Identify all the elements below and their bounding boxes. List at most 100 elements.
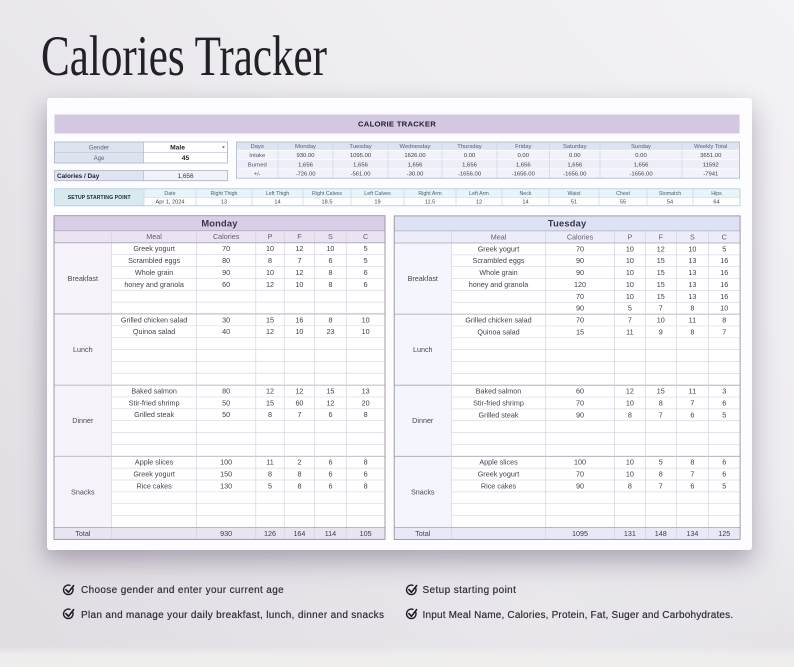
svg-text:70: 70 bbox=[576, 470, 584, 479]
svg-text:90: 90 bbox=[576, 304, 584, 313]
svg-text:Quinoa salad: Quinoa salad bbox=[133, 327, 175, 336]
svg-text:10: 10 bbox=[657, 315, 665, 324]
svg-text:8: 8 bbox=[268, 469, 272, 478]
svg-text:8: 8 bbox=[690, 327, 694, 336]
svg-text:15: 15 bbox=[326, 386, 334, 395]
svg-text:23: 23 bbox=[326, 327, 334, 336]
svg-text:5: 5 bbox=[722, 410, 726, 419]
svg-text:Breakfast: Breakfast bbox=[408, 274, 438, 283]
svg-text:12: 12 bbox=[476, 199, 482, 205]
svg-text:5: 5 bbox=[364, 256, 368, 265]
svg-text:8: 8 bbox=[628, 410, 632, 419]
svg-text:12: 12 bbox=[295, 244, 303, 253]
svg-text:19: 19 bbox=[374, 199, 380, 205]
svg-text:125: 125 bbox=[718, 529, 730, 538]
svg-text:Rice cakes: Rice cakes bbox=[137, 481, 173, 490]
svg-text:5: 5 bbox=[722, 244, 726, 253]
svg-text:Total: Total bbox=[415, 529, 431, 538]
svg-text:5: 5 bbox=[628, 304, 632, 313]
svg-text:16: 16 bbox=[720, 268, 728, 277]
svg-text:Scrambled eggs: Scrambled eggs bbox=[128, 256, 180, 265]
svg-text:16: 16 bbox=[295, 315, 303, 324]
svg-text:148: 148 bbox=[655, 529, 667, 538]
svg-text:13: 13 bbox=[688, 280, 696, 289]
svg-text:6: 6 bbox=[364, 469, 368, 478]
svg-text:15: 15 bbox=[576, 327, 584, 336]
svg-text:Tuesday: Tuesday bbox=[548, 219, 587, 229]
svg-text:12: 12 bbox=[266, 327, 274, 336]
svg-text:8: 8 bbox=[328, 268, 332, 277]
svg-text:20: 20 bbox=[362, 398, 370, 407]
svg-text:7: 7 bbox=[297, 256, 301, 265]
svg-text:7: 7 bbox=[722, 327, 726, 336]
svg-text:F: F bbox=[659, 232, 664, 241]
svg-text:5: 5 bbox=[364, 244, 368, 253]
svg-text:SETUP STARTING POINT: SETUP STARTING POINT bbox=[68, 195, 132, 201]
svg-text:Meal: Meal bbox=[491, 232, 507, 241]
svg-text:16: 16 bbox=[720, 280, 728, 289]
svg-text:12: 12 bbox=[295, 268, 303, 277]
svg-text:6: 6 bbox=[722, 458, 726, 467]
svg-text:50: 50 bbox=[222, 410, 230, 419]
svg-text:10: 10 bbox=[720, 304, 728, 313]
svg-text:50: 50 bbox=[222, 398, 230, 407]
svg-text:8: 8 bbox=[364, 458, 368, 467]
svg-text:8: 8 bbox=[268, 256, 272, 265]
svg-text:70: 70 bbox=[222, 244, 230, 253]
svg-text:Quinoa salad: Quinoa salad bbox=[477, 327, 519, 336]
svg-text:7: 7 bbox=[628, 315, 632, 324]
svg-text:P: P bbox=[268, 232, 273, 241]
svg-text:15: 15 bbox=[266, 315, 274, 324]
svg-text:16: 16 bbox=[720, 292, 728, 301]
svg-text:15: 15 bbox=[657, 292, 665, 301]
svg-text:P: P bbox=[627, 232, 632, 241]
svg-text:60: 60 bbox=[576, 387, 584, 396]
svg-text:6: 6 bbox=[328, 469, 332, 478]
svg-text:6: 6 bbox=[690, 481, 694, 490]
svg-text:Apple slices: Apple slices bbox=[135, 458, 174, 467]
svg-text:1626.00: 1626.00 bbox=[404, 153, 426, 159]
svg-text:Lunch: Lunch bbox=[73, 345, 93, 354]
svg-text:1,656: 1,656 bbox=[462, 162, 477, 168]
svg-text:10: 10 bbox=[626, 244, 634, 253]
svg-text:10: 10 bbox=[266, 244, 274, 253]
svg-text:60: 60 bbox=[222, 280, 230, 289]
svg-text:100: 100 bbox=[574, 458, 586, 467]
svg-text:7: 7 bbox=[659, 304, 663, 313]
svg-text:Monday: Monday bbox=[201, 218, 238, 228]
svg-text:10: 10 bbox=[626, 268, 634, 277]
svg-text:Neck: Neck bbox=[519, 191, 531, 197]
svg-text:1,656: 1,656 bbox=[516, 162, 531, 168]
svg-text:10: 10 bbox=[688, 244, 696, 253]
svg-text:Left Calves: Left Calves bbox=[364, 191, 391, 197]
svg-text:-30.00: -30.00 bbox=[407, 172, 424, 178]
svg-text:126: 126 bbox=[264, 529, 276, 538]
svg-text:Sunday: Sunday bbox=[631, 144, 651, 150]
svg-text:11.5: 11.5 bbox=[425, 199, 435, 205]
svg-text:0.00: 0.00 bbox=[518, 153, 530, 159]
svg-text:Snacks: Snacks bbox=[411, 487, 435, 496]
svg-text:1,656: 1,656 bbox=[353, 162, 368, 168]
svg-text:Male: Male bbox=[170, 145, 185, 152]
svg-text:11: 11 bbox=[266, 458, 273, 467]
svg-text:11: 11 bbox=[689, 387, 696, 396]
svg-text:51: 51 bbox=[571, 199, 577, 205]
svg-text:13: 13 bbox=[221, 199, 227, 205]
svg-text:Whole grain: Whole grain bbox=[479, 268, 517, 277]
svg-text:14: 14 bbox=[274, 199, 280, 205]
svg-text:Whole grain: Whole grain bbox=[135, 268, 173, 277]
svg-text:8: 8 bbox=[364, 410, 368, 419]
svg-text:15: 15 bbox=[657, 280, 665, 289]
svg-text:Dinner: Dinner bbox=[72, 416, 94, 425]
svg-text:Saturday: Saturday bbox=[563, 144, 587, 150]
svg-text:15: 15 bbox=[657, 268, 665, 277]
svg-text:114: 114 bbox=[325, 529, 336, 538]
svg-text:S: S bbox=[690, 232, 695, 241]
svg-text:131: 131 bbox=[624, 529, 636, 538]
svg-text:8: 8 bbox=[690, 458, 694, 467]
svg-text:Calories: Calories bbox=[213, 232, 240, 241]
svg-text:0.00: 0.00 bbox=[464, 153, 476, 159]
svg-text:Greek yogurt: Greek yogurt bbox=[478, 470, 520, 479]
svg-text:8: 8 bbox=[328, 315, 332, 324]
svg-text:Burned: Burned bbox=[248, 162, 267, 168]
